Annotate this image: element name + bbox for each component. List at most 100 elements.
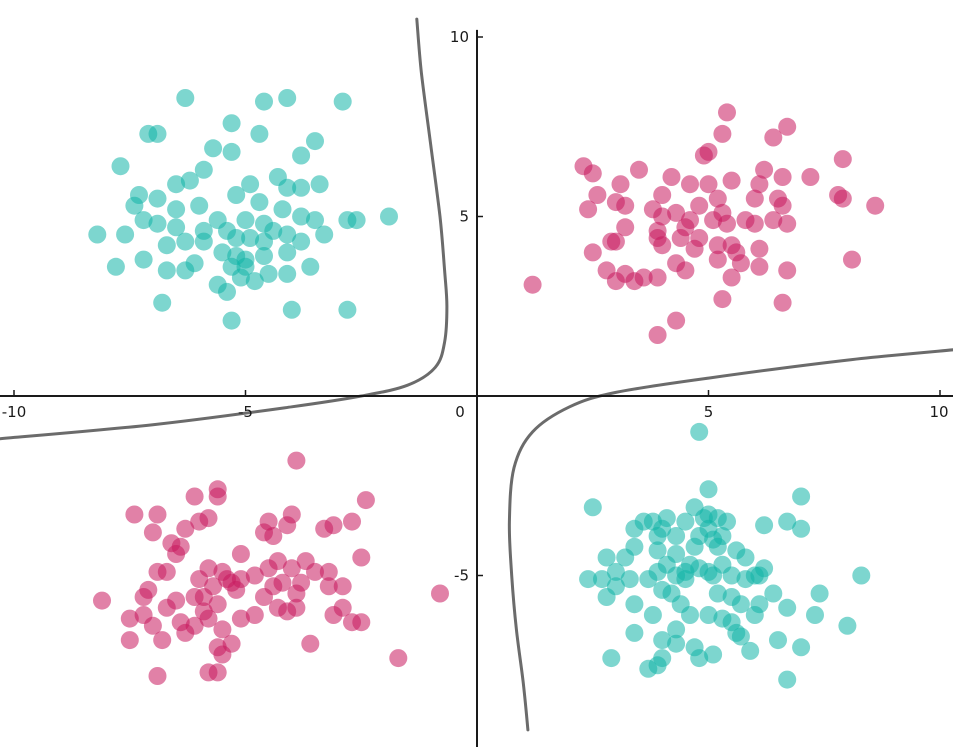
data-point: [324, 606, 343, 624]
data-point: [713, 290, 732, 309]
data-point: [287, 451, 306, 470]
data-point: [157, 261, 176, 280]
data-point: [176, 232, 195, 251]
data-point: [769, 631, 787, 650]
data-point: [167, 175, 186, 194]
data-point: [676, 512, 695, 531]
data-point: [597, 548, 616, 567]
data-point: [319, 562, 338, 581]
data-point: [333, 92, 352, 111]
data-point: [685, 537, 704, 556]
data-point: [778, 512, 797, 531]
data-point: [639, 659, 658, 678]
data-point: [745, 214, 764, 233]
data-point: [134, 250, 153, 269]
data-point: [699, 606, 718, 624]
data-point: [310, 175, 329, 194]
data-point: [778, 117, 797, 136]
data-point: [231, 545, 250, 563]
data-point: [190, 196, 209, 215]
data-point: [213, 243, 232, 262]
data-point: [143, 616, 162, 635]
data-point: [282, 300, 301, 319]
data-point: [704, 211, 723, 230]
data-point: [620, 570, 639, 589]
data-point: [208, 487, 227, 506]
data-point: [176, 623, 195, 642]
data-point: [88, 225, 107, 244]
data-point: [653, 186, 672, 204]
data-point: [764, 584, 783, 603]
data-point: [227, 186, 246, 204]
data-point: [806, 606, 824, 624]
data-point: [306, 211, 324, 230]
data-point: [167, 200, 186, 219]
data-point: [694, 146, 713, 165]
data-point: [111, 157, 130, 176]
data-point: [255, 588, 273, 606]
data-point: [588, 186, 607, 204]
data-point: [287, 584, 306, 603]
data-point: [625, 595, 644, 614]
data-point: [278, 225, 297, 244]
data-point: [625, 272, 644, 291]
data-point: [213, 645, 232, 664]
data-point: [667, 634, 686, 653]
data-point: [792, 638, 811, 657]
data-point: [648, 268, 667, 287]
data-point: [699, 480, 718, 499]
data-point: [116, 225, 135, 244]
data-point: [306, 132, 324, 151]
x-tick-label: -5: [238, 403, 253, 421]
data-point: [838, 616, 857, 635]
data-point: [338, 300, 357, 319]
data-point: [708, 250, 727, 269]
data-point: [125, 505, 144, 524]
data-point: [245, 606, 264, 624]
data-point: [583, 243, 602, 262]
data-point: [676, 261, 695, 280]
data-point: [153, 631, 172, 650]
decision-boundary-2: [507, 348, 953, 732]
data-point: [708, 584, 727, 603]
data-point: [176, 261, 195, 280]
data-point: [255, 92, 273, 111]
data-point: [278, 89, 297, 107]
data-point: [653, 236, 672, 255]
data-point: [236, 211, 255, 230]
data-point: [718, 214, 736, 233]
y-tick-label: 5: [459, 208, 469, 226]
data-point: [593, 570, 611, 589]
data-point: [722, 566, 741, 585]
data-point: [773, 196, 792, 215]
data-point: [292, 178, 311, 197]
scatter-points-group: [88, 89, 885, 689]
data-point: [731, 627, 750, 646]
data-point: [356, 491, 375, 510]
data-point: [255, 247, 273, 265]
data-point: [278, 264, 297, 283]
data-point: [278, 243, 297, 262]
data-point: [639, 570, 658, 589]
data-point: [125, 196, 144, 215]
x-tick-label: 0: [455, 403, 465, 421]
data-point: [579, 200, 598, 219]
data-point: [120, 609, 139, 628]
data-point: [801, 168, 820, 186]
data-point: [222, 311, 241, 330]
data-point: [745, 189, 764, 208]
data-point: [606, 232, 625, 251]
data-point: [718, 512, 736, 531]
data-point: [722, 171, 741, 190]
data-point: [741, 641, 760, 660]
data-point: [301, 257, 320, 276]
data-point: [616, 218, 635, 237]
data-point: [667, 620, 686, 639]
data-point: [157, 598, 176, 617]
data-point: [676, 570, 695, 589]
data-point: [792, 519, 811, 538]
data-point: [708, 537, 727, 556]
data-point: [708, 236, 727, 255]
data-point: [148, 214, 167, 233]
